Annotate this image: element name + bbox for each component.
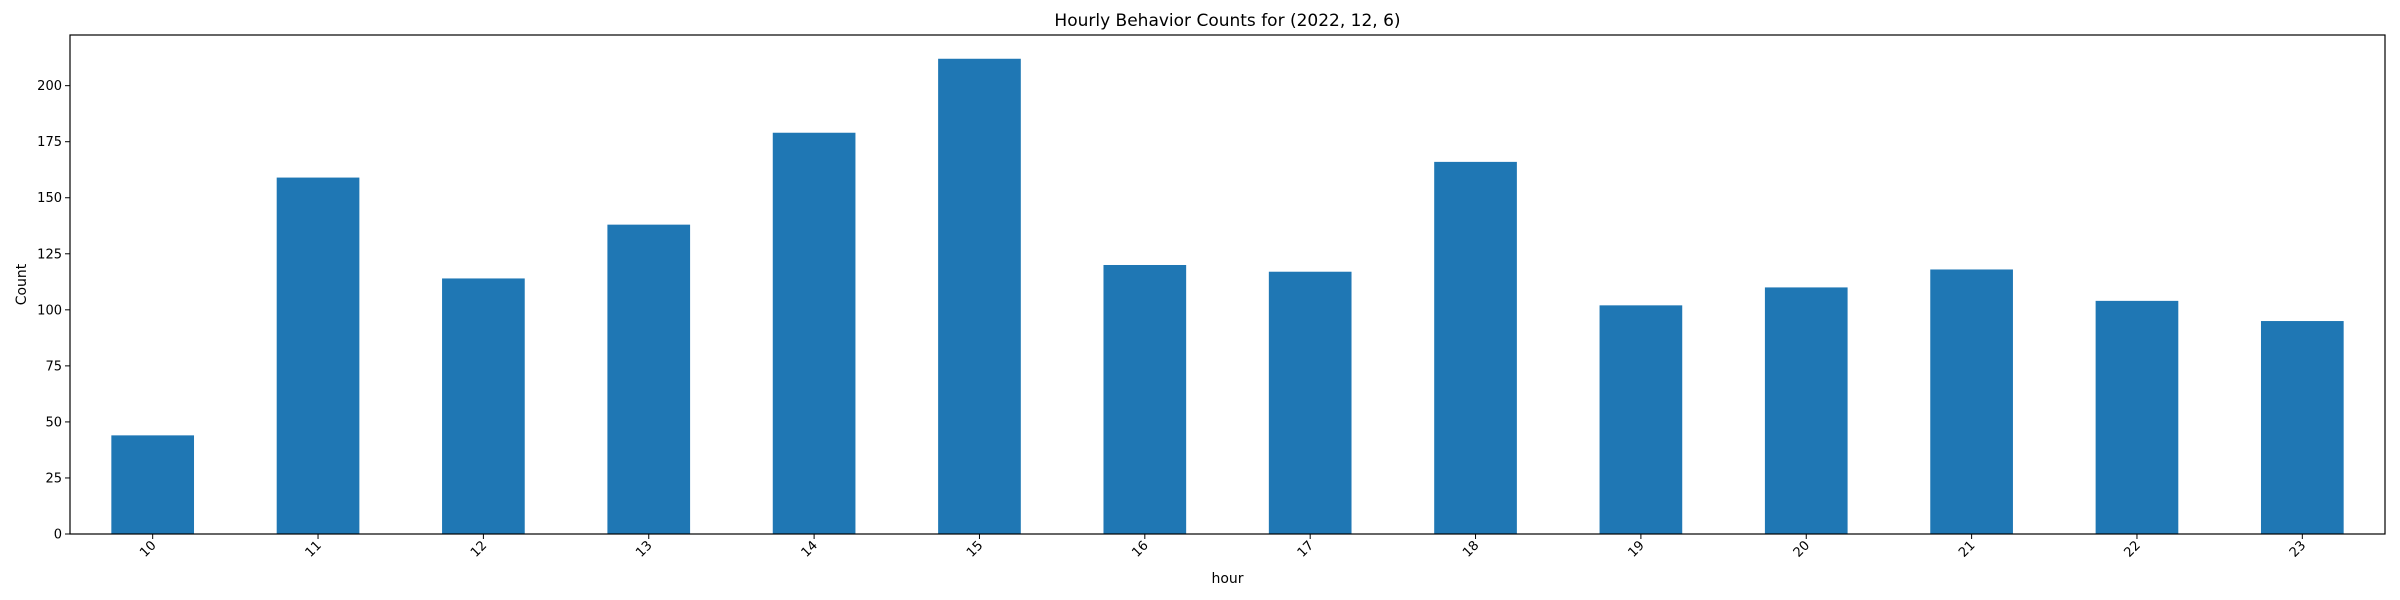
- x-axis-label: hour: [1211, 571, 1243, 587]
- y-tick-label: 150: [37, 191, 62, 206]
- y-tick-label: 200: [37, 79, 62, 94]
- chart-title: Hourly Behavior Counts for (2022, 12, 6): [1054, 11, 1400, 31]
- y-tick-label: 125: [37, 247, 62, 262]
- bar-15: [938, 58, 1021, 535]
- bar-23: [2260, 321, 2344, 534]
- y-tick-label: 75: [45, 359, 62, 374]
- bar-21: [1930, 269, 2013, 534]
- y-tick-label: 25: [45, 471, 62, 486]
- y-tick-label: 175: [37, 135, 62, 150]
- y-tick-label: 100: [37, 303, 62, 318]
- bar-16: [1103, 264, 1187, 534]
- y-axis-ticks: 0 25 50 75 100 125 150 175 200: [37, 79, 70, 543]
- bar-17: [1268, 271, 1352, 534]
- bars-group: [111, 58, 2344, 535]
- bar-11: [276, 177, 360, 535]
- bar-20: [1764, 287, 1848, 534]
- bar-10: [111, 435, 195, 534]
- y-axis-label: Count: [14, 263, 30, 305]
- bar-12: [442, 278, 525, 534]
- bar-18: [1434, 161, 1517, 534]
- y-tick-label: 0: [54, 528, 62, 543]
- plot-frame: [69, 34, 2386, 535]
- bar-13: [607, 224, 691, 534]
- bar-22: [2095, 300, 2179, 534]
- bar-19: [1599, 305, 1683, 534]
- y-tick-label: 50: [45, 415, 62, 430]
- bar-14: [772, 132, 856, 534]
